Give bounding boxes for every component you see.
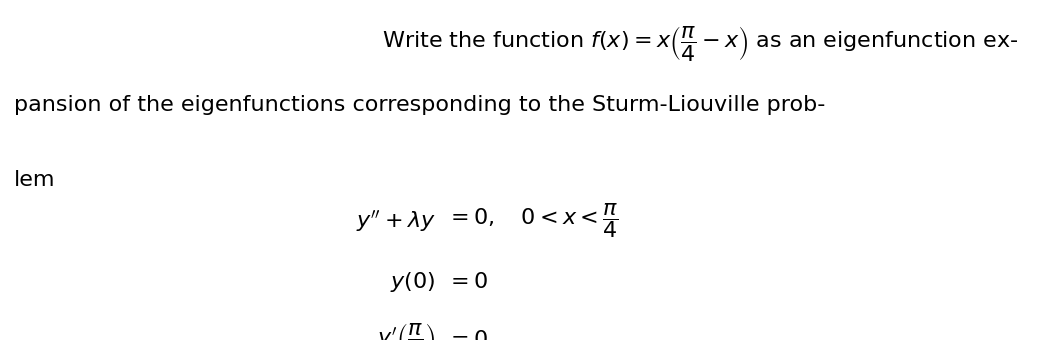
Text: $= 0$: $= 0$	[446, 330, 488, 340]
Text: $y'\left(\dfrac{\pi}{4}\right)$: $y'\left(\dfrac{\pi}{4}\right)$	[377, 321, 436, 340]
Text: pansion of the eigenfunctions corresponding to the Sturm-Liouville prob-: pansion of the eigenfunctions correspond…	[14, 95, 825, 115]
Text: lem: lem	[14, 170, 56, 190]
Text: Write the function $f(x) = x\left(\dfrac{\pi}{4} - x\right)$ as an eigenfunction: Write the function $f(x) = x\left(\dfrac…	[382, 24, 1018, 63]
Text: $= 0, \quad 0 < x < \dfrac{\pi}{4}$: $= 0, \quad 0 < x < \dfrac{\pi}{4}$	[446, 202, 618, 240]
Text: $y'' + \lambda y$: $y'' + \lambda y$	[356, 208, 436, 234]
Text: $= 0$: $= 0$	[446, 272, 488, 292]
Text: $y(0)$: $y(0)$	[391, 270, 436, 294]
